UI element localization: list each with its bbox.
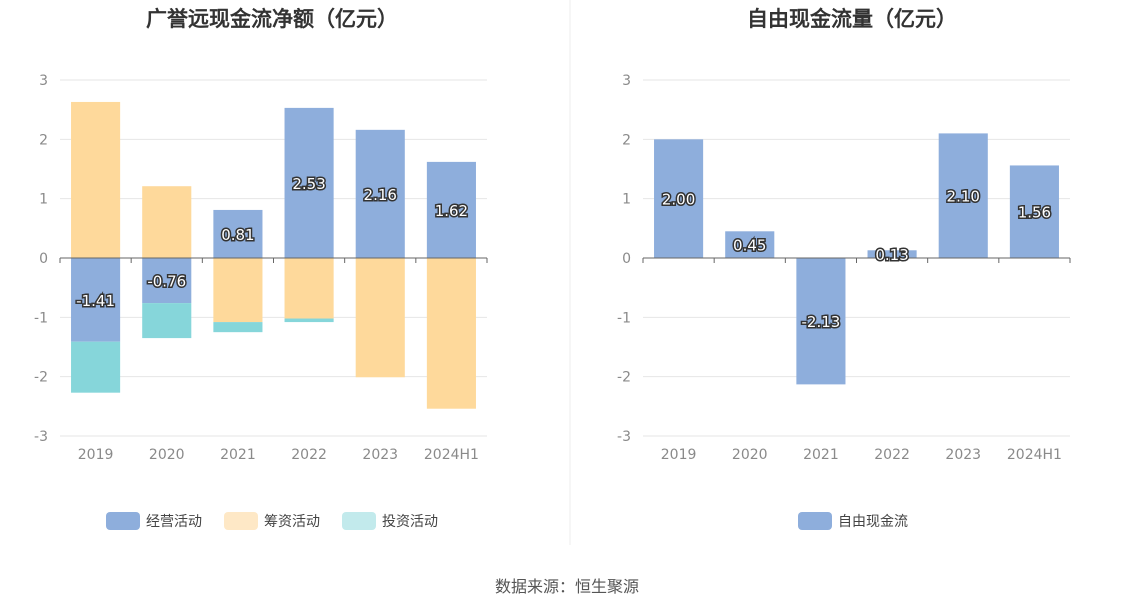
bar-经营活动-2022[interactable] bbox=[284, 107, 334, 259]
bars bbox=[654, 133, 1059, 385]
bar-筹资活动-2020[interactable] bbox=[142, 186, 192, 258]
x-tick-label: 2020 bbox=[149, 447, 185, 463]
bar-筹资活动-2021[interactable] bbox=[213, 258, 263, 323]
x-tick-label: 2023 bbox=[362, 447, 398, 463]
value-labels: 2.00 0.45 -2.13 0.13 2.10 1.56 bbox=[660, 186, 1052, 332]
grid: 3 2 1 0 -1 -2 -3 2019 2020 2021 2022 2023 2024H1 bbox=[34, 73, 487, 463]
value-label: 2.00 bbox=[662, 191, 695, 209]
y-tick-label: 1 bbox=[39, 192, 48, 208]
data-source: 数据来源：恒生聚源 bbox=[495, 577, 639, 596]
legend-label: 经营活动 bbox=[146, 514, 202, 530]
x-tick-label: 2021 bbox=[220, 447, 256, 463]
value-label: -0.76 bbox=[147, 273, 186, 291]
x-tick-label: 2019 bbox=[661, 447, 697, 463]
bar-经营活动-2023[interactable] bbox=[355, 129, 405, 258]
y-tick-label: 0 bbox=[622, 251, 631, 267]
x-tick-label: 2023 bbox=[945, 447, 981, 463]
bar-经营活动-2024H1[interactable] bbox=[426, 161, 476, 258]
legend-swatch bbox=[106, 512, 140, 530]
bar-自由现金流-2019[interactable] bbox=[654, 139, 704, 258]
y-tick-label: 2 bbox=[622, 132, 631, 148]
y-tick-label: 1 bbox=[622, 192, 631, 208]
y-tick-label: 0 bbox=[39, 251, 48, 267]
y-tick-label: -2 bbox=[34, 370, 48, 386]
y-tick-label: -3 bbox=[617, 429, 631, 445]
value-label: 0.45 bbox=[733, 237, 766, 255]
value-label: 1.56 bbox=[1018, 204, 1051, 222]
y-tick-label: 2 bbox=[39, 132, 48, 148]
x-tick-label: 2021 bbox=[803, 447, 839, 463]
value-label: 0.81 bbox=[221, 226, 254, 244]
x-tick-label: 2024H1 bbox=[1007, 447, 1062, 463]
zero-axis bbox=[642, 257, 1071, 263]
x-tick-label: 2022 bbox=[291, 447, 327, 463]
value-label: 0.13 bbox=[875, 246, 908, 264]
chart-title: 广誉远现金流净额（亿元） bbox=[146, 7, 398, 31]
bar-自由现金流-2021[interactable] bbox=[796, 258, 846, 385]
bar-自由现金流-2022[interactable] bbox=[867, 250, 917, 258]
bar-自由现金流-2024H1[interactable] bbox=[1009, 165, 1059, 258]
bar-投资活动-2019[interactable] bbox=[71, 341, 121, 393]
value-label: 2.53 bbox=[292, 175, 325, 193]
bar-经营活动-2020[interactable] bbox=[142, 258, 192, 304]
y-tick-label: 3 bbox=[622, 73, 631, 89]
y-tick-label: -2 bbox=[617, 370, 631, 386]
bar-投资活动-2022[interactable] bbox=[284, 318, 334, 323]
legend-item-经营活动[interactable]: 经营活动 bbox=[106, 512, 202, 530]
legend-item-自由现金流[interactable]: 自由现金流 bbox=[798, 512, 908, 530]
value-label: 1.62 bbox=[435, 202, 468, 220]
bar-投资活动-2021[interactable] bbox=[213, 322, 263, 333]
legend-swatch bbox=[224, 512, 258, 530]
y-tick-label: -1 bbox=[617, 310, 631, 326]
bar-筹资活动-2024H1[interactable] bbox=[426, 258, 476, 409]
value-label: -2.13 bbox=[802, 313, 841, 331]
free-cash-flow-chart: 自由现金流量（亿元） 3 2 1 0 -1 -2 -3 2019 2020 2021 2022 202… bbox=[617, 7, 1071, 530]
bar-经营活动-2021[interactable] bbox=[213, 209, 263, 258]
legend-label: 筹资活动 bbox=[264, 513, 320, 530]
value-label: 2.10 bbox=[947, 188, 980, 206]
grid: 3 2 1 0 -1 -2 -3 2019 2020 2021 2022 2023 2024H1 bbox=[617, 73, 1070, 463]
value-label: -1.41 bbox=[76, 292, 115, 310]
bar-经营活动-2019[interactable] bbox=[71, 258, 121, 342]
y-tick-label: 3 bbox=[39, 73, 48, 89]
bar-筹资活动-2019[interactable] bbox=[71, 101, 121, 258]
y-tick-label: -1 bbox=[34, 310, 48, 326]
x-tick-label: 2019 bbox=[78, 447, 114, 463]
legend[interactable]: 自由现金流 bbox=[798, 512, 908, 530]
x-tick-label: 2022 bbox=[874, 447, 910, 463]
legend-label: 自由现金流 bbox=[838, 514, 908, 530]
x-tick-label: 2024H1 bbox=[424, 447, 479, 463]
bar-投资活动-2020[interactable] bbox=[142, 303, 192, 339]
chart-title: 自由现金流量（亿元） bbox=[747, 7, 957, 31]
legend-item-筹资活动[interactable]: 筹资活动 bbox=[224, 512, 320, 530]
x-tick-label: 2020 bbox=[732, 447, 768, 463]
value-labels: -1.41 -0.76 0.81 2.53 2.16 1.62 bbox=[75, 173, 470, 311]
bar-筹资活动-2022[interactable] bbox=[284, 258, 334, 319]
zero-axis bbox=[59, 257, 488, 263]
bars bbox=[71, 101, 476, 409]
bar-自由现金流-2023[interactable] bbox=[938, 133, 988, 258]
legend-item-投资活动[interactable]: 投资活动 bbox=[342, 512, 438, 530]
legend-label: 投资活动 bbox=[382, 514, 438, 530]
legend-swatch bbox=[342, 512, 376, 530]
legend-swatch bbox=[798, 512, 832, 530]
value-label: 2.16 bbox=[364, 186, 397, 204]
legend[interactable]: 经营活动 筹资活动 投资活动 bbox=[106, 512, 438, 530]
y-tick-label: -3 bbox=[34, 429, 48, 445]
bar-自由现金流-2020[interactable] bbox=[725, 231, 775, 258]
bar-筹资活动-2023[interactable] bbox=[355, 258, 405, 378]
cash-flow-net-chart: 广誉远现金流净额（亿元） 3 2 1 0 -1 -2 -3 2019 2020 2021 2022 2… bbox=[34, 7, 488, 530]
